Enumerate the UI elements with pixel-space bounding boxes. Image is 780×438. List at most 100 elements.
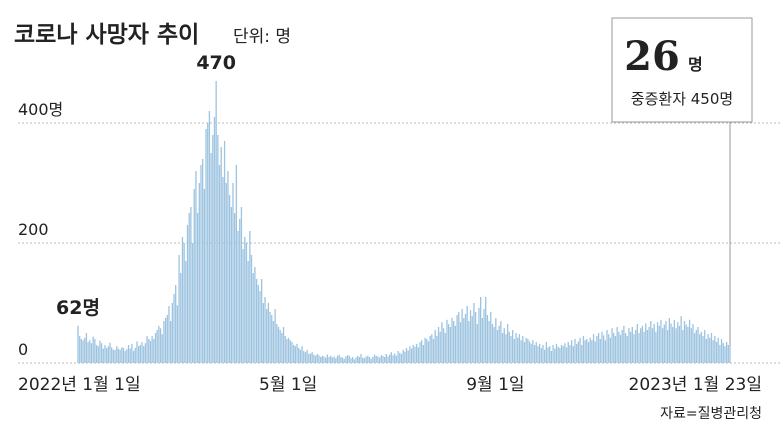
bar	[702, 336, 704, 363]
bar	[631, 327, 633, 363]
bar	[663, 324, 665, 363]
bar	[195, 171, 197, 363]
bar	[97, 346, 99, 363]
bar	[308, 354, 310, 363]
bar	[572, 346, 574, 363]
bar	[498, 325, 500, 363]
bar	[382, 355, 384, 363]
bar	[495, 318, 497, 363]
bar	[715, 342, 718, 363]
bar	[506, 324, 509, 363]
bar	[552, 345, 554, 363]
bar	[296, 343, 298, 363]
bar	[648, 327, 650, 363]
bar	[191, 243, 194, 363]
bar	[335, 358, 337, 363]
bar	[520, 340, 522, 363]
bar	[208, 111, 211, 363]
bar	[685, 324, 687, 363]
bar	[629, 331, 632, 363]
bar	[340, 357, 342, 363]
bar	[385, 354, 387, 363]
bar	[173, 294, 175, 363]
bar	[606, 330, 608, 363]
bar	[200, 165, 202, 363]
bar	[687, 327, 689, 363]
bar	[166, 315, 168, 363]
bar	[579, 337, 581, 363]
bar	[395, 355, 398, 363]
bar	[112, 349, 115, 363]
bar	[316, 354, 318, 363]
bar	[116, 346, 118, 363]
bar	[100, 343, 103, 363]
bar	[576, 343, 578, 363]
x-tick-label: 9월 1일	[466, 375, 524, 395]
bar	[510, 336, 512, 363]
bar	[380, 355, 382, 363]
bar	[602, 335, 605, 363]
bar	[447, 324, 450, 363]
bar	[164, 318, 167, 363]
bar	[225, 183, 227, 363]
bar	[306, 349, 308, 363]
bar	[722, 343, 724, 363]
bar	[299, 349, 302, 363]
bar	[186, 225, 189, 363]
bar	[567, 342, 569, 363]
bar	[476, 324, 478, 363]
bar	[156, 330, 158, 363]
bar	[618, 331, 620, 363]
bar	[77, 325, 79, 363]
bar	[138, 346, 140, 363]
bar	[185, 261, 187, 363]
bar	[196, 213, 199, 363]
bar	[609, 337, 612, 363]
bar	[222, 177, 224, 363]
bar	[587, 342, 590, 363]
x-tick-label: 2023년 1월 23일	[629, 375, 762, 395]
bar	[434, 330, 436, 363]
bar	[640, 328, 642, 363]
bar	[245, 243, 248, 363]
bar	[240, 207, 243, 363]
bar	[545, 342, 548, 363]
bar	[599, 339, 601, 363]
bar	[672, 327, 674, 363]
annotation: 470	[196, 52, 236, 74]
bar	[80, 339, 83, 363]
bar	[635, 330, 637, 363]
bar	[422, 345, 425, 363]
bar	[667, 330, 669, 363]
bar	[276, 324, 278, 363]
bar	[260, 279, 263, 363]
bar	[456, 315, 458, 363]
bar	[417, 347, 419, 363]
bar	[176, 305, 179, 363]
bar	[397, 351, 399, 363]
bar	[513, 339, 516, 363]
bar	[491, 324, 494, 363]
bar	[656, 322, 659, 363]
bar	[207, 123, 209, 363]
bar	[725, 342, 728, 363]
bar	[318, 355, 320, 363]
overlay: 26 명 중증환자 450명 2022년 1월 1일 5월 1일 9월 1일 2023…	[18, 17, 762, 395]
bar	[441, 322, 443, 363]
bar	[85, 333, 88, 363]
bar	[331, 357, 334, 363]
bar	[267, 303, 270, 363]
bar	[232, 183, 234, 363]
bar	[540, 348, 542, 363]
bar	[650, 321, 652, 363]
bar	[468, 321, 470, 363]
bar	[486, 315, 489, 363]
bar	[461, 309, 463, 363]
bar	[203, 189, 206, 363]
bar	[387, 356, 389, 363]
bar	[362, 357, 364, 363]
bar	[303, 351, 305, 363]
bar	[616, 327, 618, 363]
bar	[488, 321, 490, 363]
bar	[117, 348, 120, 363]
